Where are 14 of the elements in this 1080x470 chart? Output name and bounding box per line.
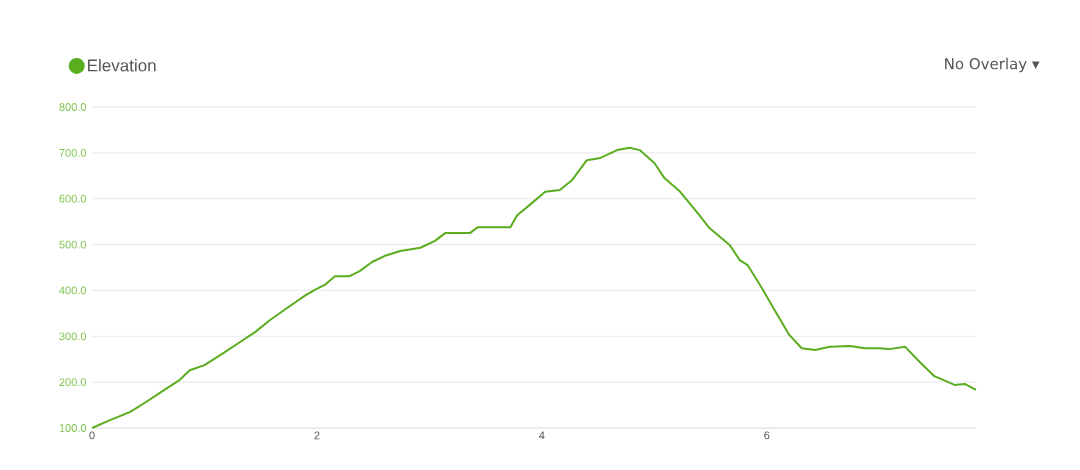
x-tick-label: 2 (314, 431, 320, 440)
y-tick-label: 500.0 (59, 240, 87, 249)
x-tick-label: 6 (764, 431, 770, 440)
legend-label: Elevation (88, 59, 156, 72)
y-tick-label: 800.0 (59, 103, 87, 111)
y-tick-label: 300.0 (59, 332, 87, 341)
y-tick-label: 100.0 (59, 424, 87, 432)
x-tick-label: 0 (89, 431, 95, 440)
y-tick-label: 700.0 (59, 148, 87, 157)
x-tick-label: 4 (539, 431, 545, 440)
y-tick-label: 400.0 (59, 286, 87, 295)
text: No Overlay ▾ (945, 57, 1040, 73)
y-tick-label: 200.0 (59, 378, 87, 387)
y-tick-label: 600.0 (59, 194, 87, 203)
